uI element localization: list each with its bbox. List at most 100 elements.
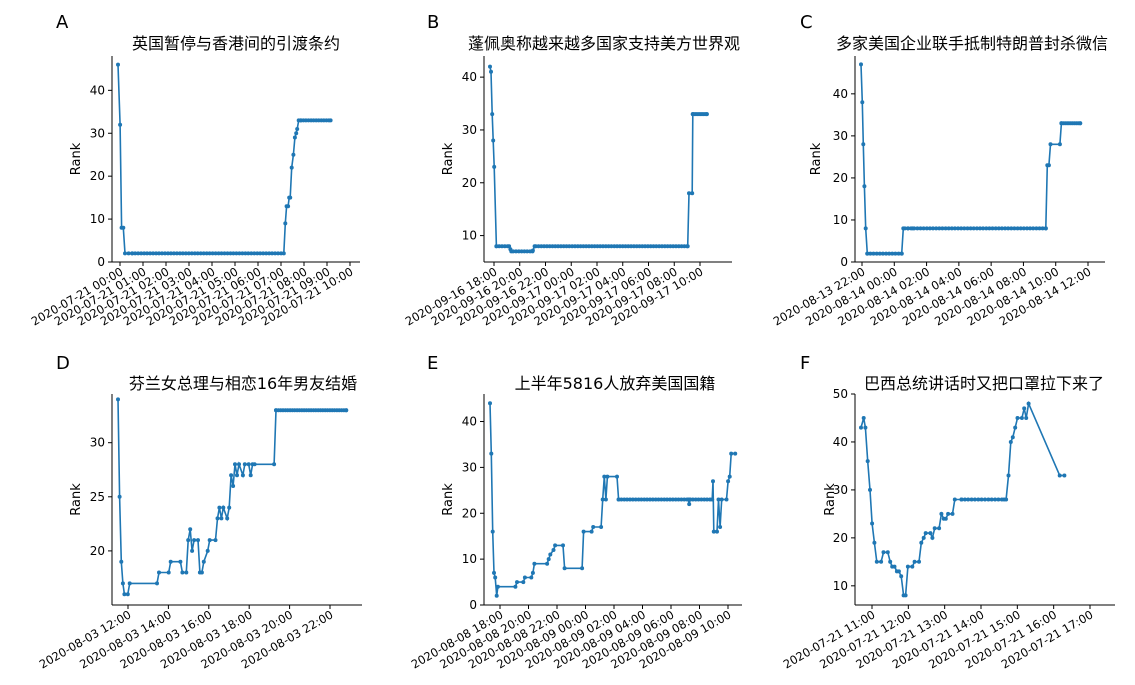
- series-line: [489, 66, 707, 253]
- data-point: [1025, 226, 1029, 231]
- chart-title: 蓬佩奥称越来越多国家支持美方世界观: [468, 34, 740, 53]
- data-point: [996, 497, 1001, 502]
- data-point: [733, 451, 738, 456]
- data-point: [116, 397, 120, 402]
- data-point: [493, 575, 498, 580]
- data-point: [204, 251, 209, 256]
- data-point: [570, 244, 575, 249]
- data-point: [648, 244, 653, 249]
- data-point: [718, 525, 723, 529]
- data-point: [184, 570, 189, 575]
- data-point: [880, 251, 885, 256]
- chart-title: 上半年5816人放弃美国国籍: [515, 374, 716, 393]
- data-point: [986, 497, 991, 502]
- data-point: [874, 251, 879, 256]
- data-point: [148, 251, 153, 256]
- data-point: [192, 538, 197, 543]
- y-tick-label: 30: [90, 126, 105, 140]
- y-tick-label: 10: [90, 212, 105, 226]
- data-point: [696, 497, 701, 502]
- data-point: [564, 244, 569, 249]
- data-point: [909, 226, 914, 231]
- data-point: [240, 251, 245, 256]
- data-point: [612, 244, 617, 249]
- data-point: [1040, 226, 1045, 231]
- data-point: [1019, 416, 1024, 420]
- data-point: [959, 497, 964, 502]
- data-point: [553, 244, 558, 249]
- data-point: [969, 497, 974, 502]
- data-point: [653, 497, 658, 502]
- data-point: [984, 226, 989, 231]
- data-point: [237, 462, 241, 467]
- data-point: [151, 251, 156, 256]
- data-point: [1048, 142, 1053, 147]
- data-point: [949, 226, 954, 231]
- y-tick-label: 30: [833, 129, 848, 143]
- data-point: [657, 244, 662, 249]
- data-point: [966, 497, 971, 502]
- panel-letter: F: [800, 353, 810, 374]
- data-point: [495, 584, 500, 589]
- data-point: [276, 251, 281, 256]
- data-point: [201, 559, 206, 564]
- data-point: [861, 416, 866, 420]
- data-point: [605, 474, 610, 479]
- data-point: [884, 251, 889, 256]
- series-line: [117, 64, 331, 255]
- data-point: [976, 497, 981, 502]
- data-point: [660, 244, 664, 249]
- data-point: [188, 527, 193, 532]
- data-point: [489, 451, 494, 456]
- data-point: [879, 559, 884, 564]
- data-point: [645, 497, 650, 502]
- data-point: [959, 226, 964, 231]
- data-point: [622, 497, 627, 502]
- data-point: [145, 251, 150, 256]
- data-point: [974, 226, 979, 231]
- y-tick-label: 40: [833, 435, 848, 449]
- data-point: [990, 226, 995, 231]
- data-point: [157, 570, 161, 575]
- data-point: [490, 529, 495, 534]
- data-point: [923, 531, 928, 536]
- y-tick-label: 10: [833, 579, 848, 593]
- data-point: [930, 535, 935, 540]
- data-point: [662, 244, 667, 249]
- data-point: [685, 497, 690, 502]
- data-point: [494, 244, 499, 249]
- data-point: [940, 226, 945, 231]
- data-point: [682, 497, 687, 502]
- data-point: [171, 251, 176, 256]
- data-point: [286, 204, 291, 209]
- data-point: [189, 251, 194, 256]
- data-point: [136, 251, 141, 256]
- data-point: [603, 244, 608, 249]
- data-point: [716, 497, 721, 502]
- data-point: [249, 251, 254, 256]
- data-point: [118, 122, 123, 127]
- y-axis-label: Rank: [441, 142, 456, 175]
- data-point: [625, 497, 630, 502]
- data-point: [155, 581, 159, 586]
- y-tick-label: 20: [90, 544, 105, 558]
- data-point: [536, 244, 541, 249]
- data-point: [177, 251, 182, 256]
- data-point: [987, 226, 992, 231]
- data-point: [645, 244, 650, 249]
- y-tick-label: 30: [833, 483, 848, 497]
- data-point: [120, 581, 125, 586]
- data-point: [939, 511, 944, 516]
- data-point: [601, 244, 605, 249]
- data-point: [192, 251, 197, 256]
- chart-panel-b: B蓬佩奥称越来越多国家支持美方世界观Rank102030402020-09-16…: [403, 12, 740, 328]
- data-point: [591, 525, 596, 529]
- data-point: [533, 244, 538, 249]
- data-point: [116, 62, 120, 67]
- data-point: [255, 251, 260, 256]
- data-point: [921, 535, 926, 540]
- data-point: [516, 249, 521, 254]
